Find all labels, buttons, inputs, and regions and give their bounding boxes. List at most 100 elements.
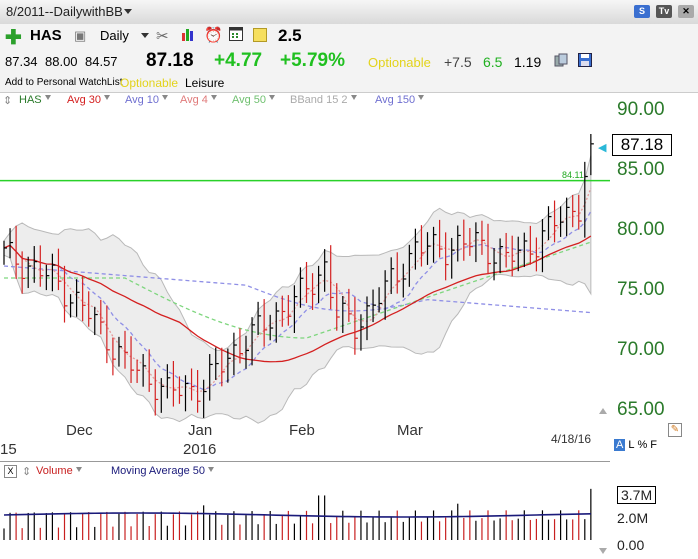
price-bar: [523, 232, 528, 268]
legend-bband[interactable]: BBand 15 2: [290, 94, 357, 106]
divider: [0, 461, 610, 462]
period-dropdown-icon[interactable]: [141, 33, 149, 38]
volume-chart[interactable]: [0, 478, 610, 558]
price-change: +4.77: [214, 50, 263, 71]
price-bar: [505, 232, 510, 268]
avg4-line: [3, 187, 592, 393]
toolbar: ✚ HAS ▣ Daily ✂ ⏰ 2.5: [0, 24, 698, 49]
price-bar: [420, 225, 425, 267]
price-bar: [251, 317, 256, 366]
y-label-65: 65.00: [617, 399, 665, 420]
chart-icon[interactable]: [181, 27, 195, 41]
y-label-90: 90.00: [617, 99, 665, 120]
s-menu-button[interactable]: S: [634, 5, 650, 18]
price-chart[interactable]: [0, 108, 610, 458]
price-bar: [336, 283, 340, 331]
price-bar: [372, 289, 377, 323]
legend-avg150[interactable]: Avg 150: [375, 94, 425, 106]
stack-icon[interactable]: [554, 53, 568, 67]
price-bar: [203, 379, 207, 418]
price-bar: [154, 369, 159, 416]
price-bar: [439, 219, 443, 258]
price-bar: [33, 246, 38, 283]
price-bar: [245, 335, 249, 369]
price-bar: [348, 288, 352, 322]
price-bar: [469, 227, 473, 256]
title-dropdown-icon[interactable]: [124, 9, 132, 14]
flag-f[interactable]: F: [650, 439, 657, 451]
price-bar: [263, 299, 268, 347]
watchlist-link[interactable]: Add to Personal WatchList: [5, 77, 123, 88]
open-value: 87.34: [5, 54, 38, 69]
price-bar: [88, 291, 92, 327]
price-bar: [463, 219, 467, 261]
price-bar: [3, 240, 7, 265]
tv-button[interactable]: Tv: [656, 5, 672, 18]
price-bar: [281, 295, 286, 327]
window-title: 8/2011--DailywithBB: [6, 4, 123, 19]
price-bar: [342, 296, 346, 334]
x-label-dec: Dec: [66, 422, 93, 439]
price-bar: [432, 226, 437, 263]
legend-avg10[interactable]: Avg 10: [125, 94, 169, 106]
close-volume-button[interactable]: X: [4, 465, 17, 478]
print-icon[interactable]: ▣: [74, 28, 87, 43]
alarm-icon[interactable]: ⏰: [204, 27, 223, 44]
legend-avg50[interactable]: Avg 50: [232, 94, 276, 106]
price-bar: [287, 295, 292, 326]
volume-label[interactable]: Volume: [36, 465, 82, 477]
price-bar: [408, 244, 413, 287]
legend-avg4[interactable]: Avg 4: [180, 94, 217, 106]
price-bar: [51, 253, 56, 292]
price-bar: [529, 225, 534, 265]
volume-mid-label: 2.0M: [617, 510, 649, 526]
flag-l[interactable]: L: [628, 439, 635, 451]
save-icon[interactable]: [578, 53, 592, 67]
last-price: 87.18: [146, 50, 194, 71]
price-bar: [112, 337, 116, 376]
price-bar: [396, 252, 401, 294]
y-label-80: 80.00: [617, 219, 665, 240]
price-bar: [57, 248, 62, 291]
price-bar: [136, 359, 141, 383]
scroll-down-icon[interactable]: [599, 548, 607, 554]
symbol-label[interactable]: HAS: [30, 27, 62, 44]
x-label-mar: Mar: [397, 422, 423, 439]
scroll-up-icon[interactable]: [599, 408, 607, 414]
flag-a[interactable]: A: [614, 439, 626, 451]
price-bar: [511, 235, 516, 277]
legend-sort-icon[interactable]: ⇕: [3, 95, 13, 107]
note-icon[interactable]: [253, 28, 267, 42]
price-bar: [330, 245, 334, 310]
period-select[interactable]: Daily: [100, 28, 129, 43]
add-icon[interactable]: ✚: [5, 27, 22, 49]
price-bar: [481, 220, 485, 255]
price-bar: [493, 248, 498, 281]
price-bar: [541, 219, 546, 273]
volume-legend: X ⇕ Volume Moving Average 50: [0, 463, 600, 479]
price-bar: [215, 347, 219, 380]
volume-ma-label[interactable]: Moving Average 50: [111, 465, 214, 477]
percent-change: +5.79%: [280, 50, 345, 71]
legend-symbol[interactable]: HAS: [19, 94, 51, 106]
price-bar: [305, 261, 310, 303]
price-bar: [584, 161, 588, 238]
chart-flags: A L % F: [614, 439, 657, 451]
hline-label: 84.11: [562, 170, 584, 180]
price-bar: [75, 279, 80, 317]
tools-icon[interactable]: ✂: [156, 28, 169, 45]
volume-sort-icon[interactable]: ⇕: [22, 466, 32, 478]
calendar-icon[interactable]: [229, 27, 243, 41]
legend-avg30[interactable]: Avg 30: [67, 94, 111, 106]
price-bar: [451, 237, 455, 279]
price-bar: [124, 330, 128, 369]
price-bar: [578, 194, 582, 230]
price-bar: [535, 237, 540, 272]
price-bar: [178, 376, 183, 404]
volume-ma-line: [3, 512, 591, 518]
flag-percent[interactable]: %: [637, 439, 648, 451]
info-row: Add to Personal WatchList Optionable Lei…: [0, 74, 698, 93]
price-bar: [275, 302, 280, 343]
close-icon[interactable]: ✕: [678, 5, 694, 18]
edit-icon[interactable]: ✎: [668, 423, 682, 437]
